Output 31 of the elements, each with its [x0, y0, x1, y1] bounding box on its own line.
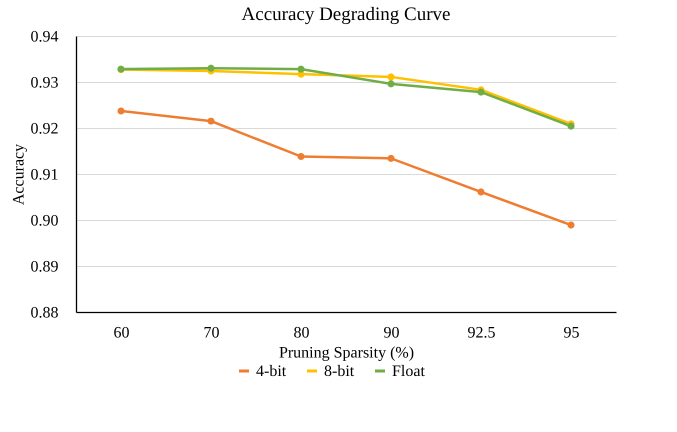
point [297, 66, 305, 73]
y-tick-label: 0.92 [30, 120, 58, 138]
point [387, 80, 395, 88]
chart-title: Accuracy Degrading Curve [242, 4, 450, 25]
point [117, 107, 125, 115]
legend-label: 8-bit [324, 363, 355, 380]
x-axis-title: Pruning Sparsity (%) [278, 344, 414, 362]
point [207, 118, 215, 125]
point [567, 222, 575, 229]
x-tick-label: 70 [204, 324, 220, 342]
point [477, 188, 485, 196]
y-tick-label: 0.94 [30, 28, 58, 46]
point [207, 64, 215, 72]
x-tick-label: 80 [294, 324, 310, 342]
y-tick-label: 0.88 [30, 304, 58, 322]
y-tick-label: 0.91 [30, 166, 58, 184]
point [567, 122, 575, 130]
x-tick-label: 60 [114, 324, 130, 342]
x-tick-label: 95 [564, 324, 580, 342]
point [387, 73, 395, 80]
y-tick-label: 0.90 [30, 212, 58, 230]
legend-label: Float [392, 363, 426, 380]
y-axis-title: Accuracy [10, 144, 28, 206]
point [477, 88, 485, 96]
x-tick-label: 92.5 [468, 324, 496, 342]
y-tick-label: 0.89 [30, 258, 58, 276]
x-tick-label: 90 [384, 324, 400, 342]
point [297, 152, 305, 160]
legend-label: 4-bit [256, 363, 287, 380]
point [387, 154, 395, 162]
y-tick-label: 0.93 [30, 74, 58, 92]
